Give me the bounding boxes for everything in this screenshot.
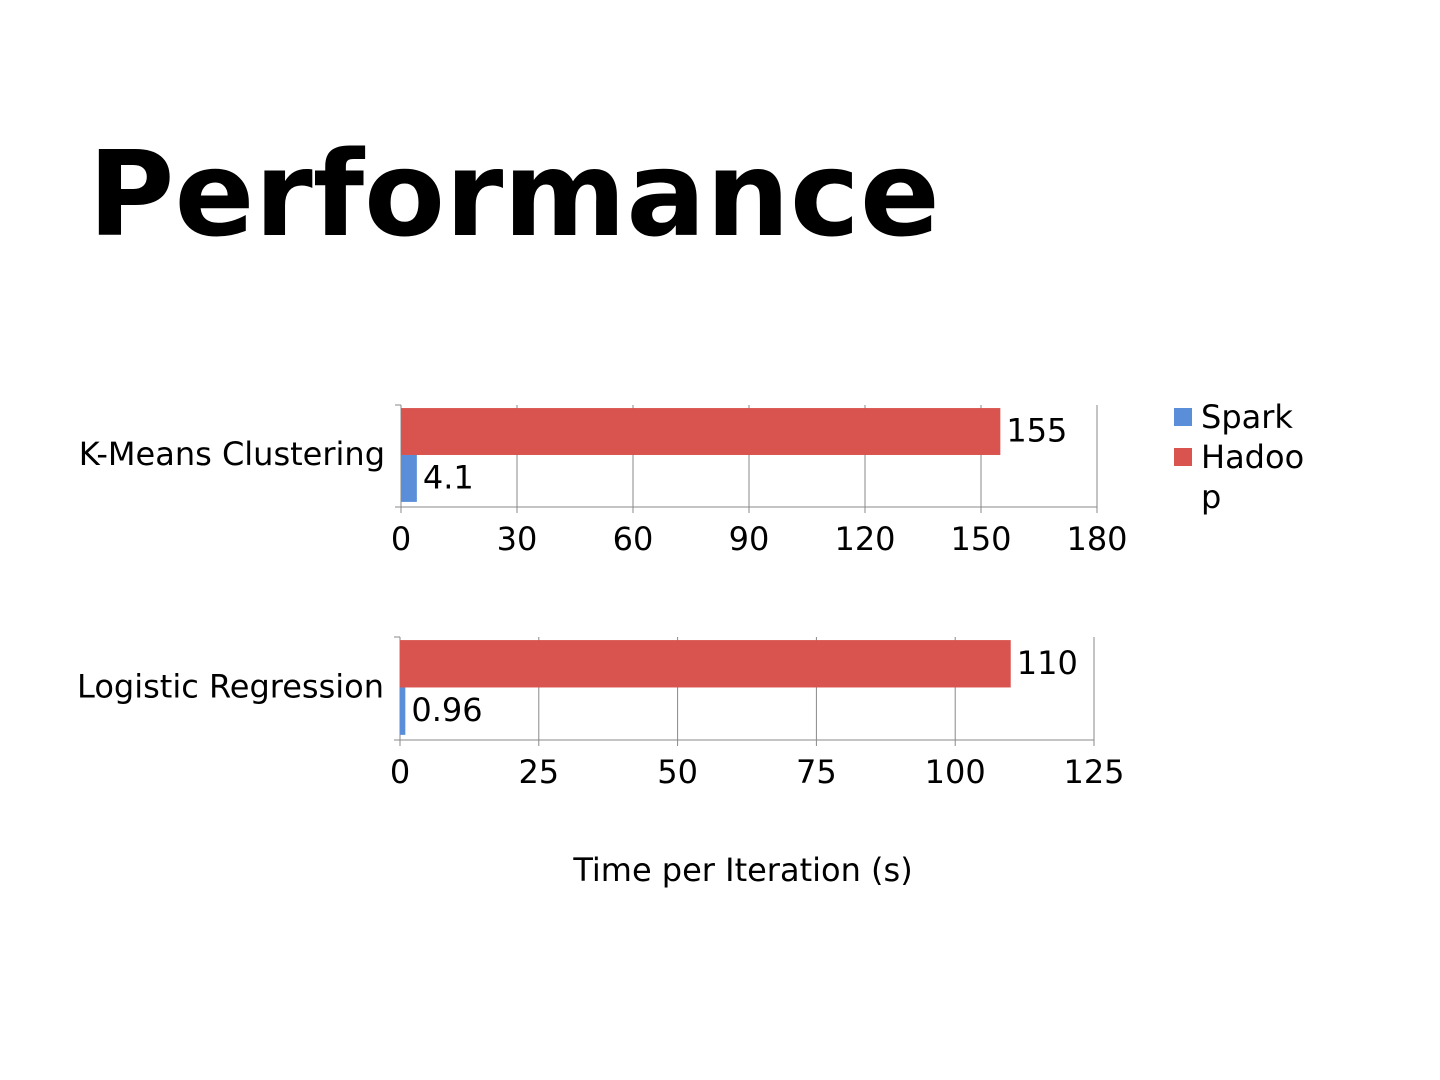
category-label: K-Means Clustering bbox=[79, 435, 385, 473]
legend-label: Hadoop bbox=[1201, 438, 1305, 516]
value-label: 0.96 bbox=[411, 691, 482, 729]
value-label: 155 bbox=[1006, 412, 1067, 450]
legend-entry: Spark bbox=[1174, 397, 1313, 437]
slide-title: Performance bbox=[88, 125, 940, 263]
value-label: 4.1 bbox=[423, 458, 474, 496]
bar bbox=[400, 640, 1011, 688]
x-tick-label: 50 bbox=[657, 753, 698, 791]
x-tick-label: 125 bbox=[1063, 753, 1124, 791]
legend-swatch bbox=[1174, 408, 1192, 426]
x-tick-label: 90 bbox=[729, 520, 770, 558]
bar bbox=[401, 454, 417, 502]
x-tick-label: 60 bbox=[613, 520, 654, 558]
legend-entry: Hadoop bbox=[1174, 437, 1313, 517]
x-tick-label: 120 bbox=[834, 520, 895, 558]
bar bbox=[400, 687, 406, 735]
x-tick-label: 0 bbox=[390, 753, 410, 791]
x-tick-label: 150 bbox=[950, 520, 1011, 558]
category-label: Logistic Regression bbox=[77, 668, 384, 706]
x-tick-label: 25 bbox=[518, 753, 559, 791]
x-tick-label: 30 bbox=[497, 520, 538, 558]
legend-swatch bbox=[1174, 448, 1192, 466]
x-tick-label: 180 bbox=[1066, 520, 1127, 558]
x-axis-label: Time per Iteration (s) bbox=[572, 851, 912, 889]
legend-label: Spark bbox=[1201, 398, 1293, 436]
value-label: 110 bbox=[1017, 644, 1078, 682]
bar bbox=[401, 408, 1001, 455]
x-tick-label: 75 bbox=[796, 753, 837, 791]
x-tick-label: 0 bbox=[391, 520, 411, 558]
x-tick-label: 100 bbox=[925, 753, 986, 791]
legend: Spark Hadoop bbox=[1174, 397, 1313, 517]
